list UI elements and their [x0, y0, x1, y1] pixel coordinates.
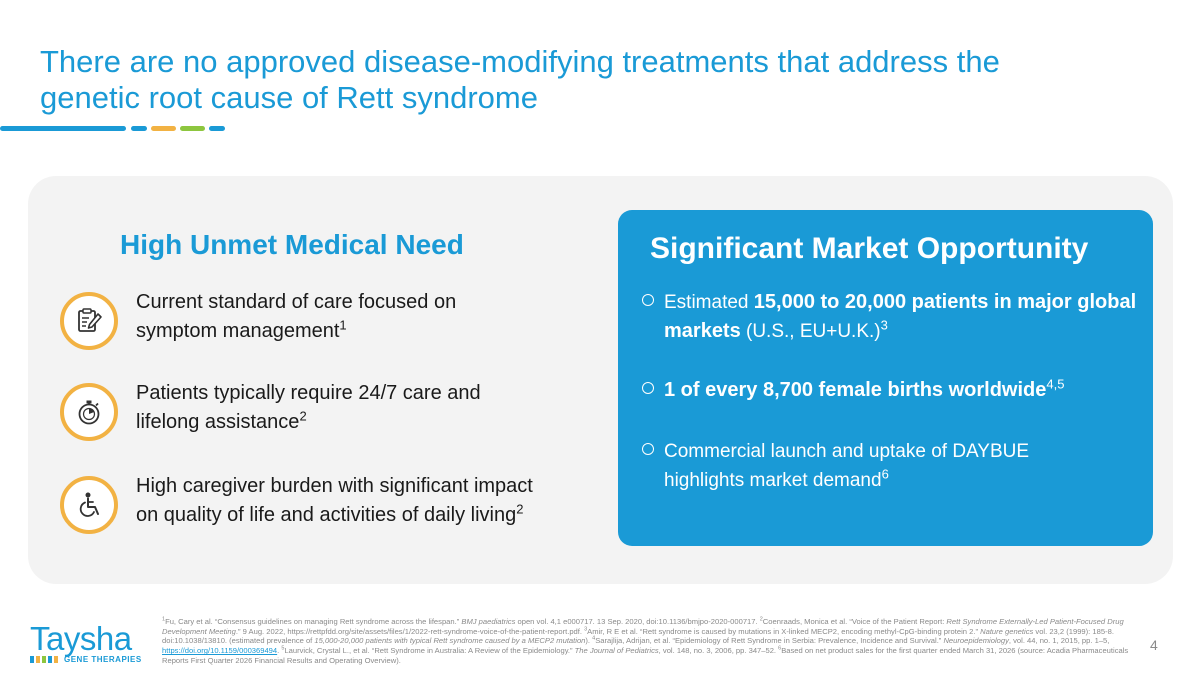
- market-text-3-pre: Commercial launch and uptake of DAYBUE h…: [664, 441, 1030, 491]
- footnote-marker: 3: [584, 626, 588, 633]
- footnote-marker: 6: [778, 645, 782, 652]
- footnote-text: Sarajlija, Adrijan, et al. “Epidemiology…: [595, 636, 944, 646]
- unmet-need-text-2-line-1: Patients typically require 24/7 care and: [136, 382, 481, 404]
- unmet-need-text-1-line-2: symptom management: [136, 320, 340, 342]
- unmet-need-text-1: Current standard of care focused on symp…: [136, 288, 596, 346]
- taysha-logo: Taysha GENE THERAPIES: [30, 622, 155, 664]
- market-text-2: 1 of every 8,700 female births worldwide…: [664, 376, 1144, 405]
- market-text-1-bold: 15,000 to 20,000 patients in major globa…: [664, 291, 1137, 342]
- footnote-text: ).: [585, 636, 593, 646]
- reference-marker: 3: [880, 317, 888, 333]
- unmet-need-item-1: Current standard of care focused on symp…: [60, 291, 600, 362]
- reference-marker: 1: [339, 317, 347, 333]
- unmet-need-item-2: Patients typically require 24/7 care and…: [60, 382, 600, 453]
- stopwatch-icon: [60, 383, 118, 441]
- footnote-italic: Nature genetics: [980, 626, 1034, 636]
- unmet-need-text-2: Patients typically require 24/7 care and…: [136, 379, 596, 437]
- accent-bar-blue-end: [209, 126, 225, 131]
- market-text-3: Commercial launch and uptake of DAYBUE h…: [664, 437, 1094, 495]
- page-title: There are no approved disease-modifying …: [40, 44, 1140, 116]
- doi-link[interactable]: https://doi.org/10.1159/000369494: [162, 646, 278, 656]
- unmet-need-text-3: High caregiver burden with significant i…: [136, 472, 596, 530]
- footnotes: 1Fu, Cary et al. “Consensus guidelines o…: [162, 617, 1130, 666]
- wheelchair-icon: [60, 476, 118, 534]
- bullet-circle-icon: [642, 294, 654, 306]
- logo-color-bars: [30, 656, 60, 663]
- logo-subtitle: GENE THERAPIES: [64, 655, 142, 664]
- footnote-marker: 1: [162, 616, 166, 623]
- market-text-2-bold: 1 of every 8,700 female births worldwide: [664, 379, 1047, 401]
- reference-marker: 2: [299, 408, 307, 424]
- page-title-line-1: There are no approved disease-modifying …: [40, 44, 1000, 79]
- clipboard-pen-icon: [60, 292, 118, 350]
- bullet-circle-icon: [642, 443, 654, 455]
- footnote-text: Fu, Cary et al. “Consensus guidelines on…: [165, 617, 462, 626]
- unmet-need-item-3: High caregiver burden with significant i…: [60, 475, 600, 546]
- footnote-italic: 15,000-20,000 patients with typical Rett…: [314, 636, 586, 646]
- accent-bar-green: [180, 126, 205, 131]
- unmet-need-text-3-line-2: on quality of life and activities of dai…: [136, 504, 517, 526]
- footnote-marker: 5: [281, 645, 285, 652]
- market-text-1-pre: Estimated: [664, 292, 754, 313]
- market-text-1-post: (U.S., EU+U.K.): [740, 321, 881, 342]
- footnote-text: open vol. 4,1 e000717. 13 Sep. 2020, doi…: [515, 617, 760, 626]
- market-text-1: Estimated 15,000 to 20,000 patients in m…: [664, 288, 1144, 346]
- footnote-italic: The Journal of Pediatrics: [574, 646, 659, 656]
- footnote-text: , vol. 44, no. 1, 2015, pp. 1–5,: [1008, 636, 1110, 646]
- footnote-marker: 4: [592, 635, 596, 642]
- unmet-need-text-2-line-2: lifelong assistance: [136, 411, 300, 433]
- footnote-marker: 2: [759, 616, 763, 623]
- unmet-need-text-1-line-1: Current standard of care focused on: [136, 291, 457, 313]
- page-number: 4: [1150, 637, 1158, 653]
- accent-bar-blue-long: [0, 126, 126, 131]
- accent-bar-orange: [151, 126, 176, 131]
- footnote-italic: BMJ paediatrics: [461, 617, 516, 626]
- page-title-line-2: genetic root cause of Rett syndrome: [40, 80, 538, 115]
- footnote-text: vol. 23,2 (1999): 185-8. doi:10.1038/138…: [162, 626, 1114, 646]
- footnote-text: Based on net product sales for the first…: [162, 646, 1129, 665]
- footnote-italic: Neuroepidemiology: [943, 636, 1009, 646]
- market-opportunity-heading: Significant Market Opportunity: [650, 232, 1089, 265]
- footnote-text: .” 9 Aug. 2022, https://rettpfdd.org/sit…: [235, 626, 585, 636]
- reference-marker: 2: [516, 501, 524, 517]
- footnote-text: Coenraads, Monica et al. “Voice of the P…: [762, 617, 947, 626]
- accent-bar-blue-short: [131, 126, 147, 131]
- unmet-need-heading: High Unmet Medical Need: [120, 229, 464, 260]
- unmet-need-text-3-line-1: High caregiver burden with significant i…: [136, 475, 533, 497]
- reference-marker: 6: [881, 466, 889, 482]
- footnote-text: .: [277, 646, 282, 656]
- market-opportunity-card: Significant Market Opportunity Estimated…: [618, 210, 1153, 546]
- footnote-text: Laurvick, Crystal L., et al. “Rett Syndr…: [284, 646, 575, 656]
- footnote-text: Amir, R E et al. “Rett syndrome is cause…: [587, 626, 981, 636]
- logo-wordmark: Taysha: [30, 620, 132, 657]
- footnote-text: , vol. 148, no. 3, 2006, pp. 347–52.: [658, 646, 779, 656]
- reference-marker: 4,5: [1046, 376, 1065, 392]
- footnote-italic: Rett Syndrome Externally-Led Patient-Foc…: [162, 617, 1124, 636]
- bullet-circle-icon: [642, 382, 654, 394]
